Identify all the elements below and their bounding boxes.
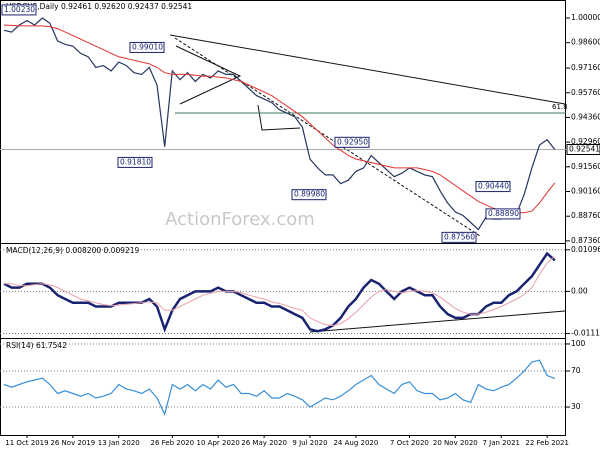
level-box	[291, 189, 327, 201]
y-tick-label: 0.95760	[571, 88, 600, 97]
level-box	[441, 231, 477, 243]
x-tick-label: 20 Nov 2020	[433, 439, 478, 447]
x-tick-label: 24 Aug 2020	[333, 439, 378, 447]
level-label: 0.91810	[120, 157, 151, 166]
y-tick-label: 100	[571, 339, 586, 348]
y-tick-label: 0.91560	[571, 162, 600, 171]
level-label: 0.88890	[488, 209, 519, 218]
fib-label: 61.8	[552, 103, 568, 111]
x-tick-label: 26 Feb 2020	[151, 439, 195, 447]
macd-trend-line	[309, 310, 566, 333]
y-tick-label: 0.88760	[571, 211, 600, 220]
y-tick-label: 0.87360	[571, 236, 600, 245]
y-tick-label: 30	[571, 402, 581, 411]
x-tick-label: 9 Jul 2020	[292, 439, 327, 447]
y-tick-label: 0.00	[571, 286, 588, 295]
level-label: 0.92950	[337, 137, 368, 146]
y-tick-label: 0.97160	[571, 63, 600, 72]
watermark: ActionForex.com	[165, 209, 315, 230]
frame	[0, 0, 566, 436]
level-box	[475, 181, 511, 193]
series-line	[3, 359, 556, 417]
rsi-title: RSI(14) 61.7542	[6, 341, 67, 350]
level-label: 0.87560	[444, 232, 475, 241]
series-line	[3, 24, 556, 214]
x-tick-label: 10 Apr 2020	[197, 439, 240, 447]
y-tick-label: 0.98600	[571, 38, 600, 47]
x-tick-label: 11 Oct 2019	[5, 439, 48, 447]
x-tick-label: 22 Feb 2021	[525, 439, 569, 447]
level-box	[129, 41, 165, 53]
y-tick-label: 70	[571, 366, 581, 375]
last-price-box	[566, 144, 600, 156]
price-title: USDCHF,Daily 0.92461 0.92620 0.92437 0.9…	[6, 2, 192, 11]
level-label: 1.00230	[4, 5, 35, 14]
level-label: 0.90440	[478, 182, 509, 191]
y-tick-label: 0.92960	[571, 137, 600, 146]
y-tick-label: 0.010967	[571, 245, 600, 254]
x-tick-label: 13 Jan 2020	[98, 439, 140, 447]
level-box	[334, 136, 370, 148]
x-tick-label: 7 Jan 2021	[482, 439, 520, 447]
level-box	[117, 156, 153, 168]
trend-line	[174, 37, 481, 237]
series-line	[3, 17, 556, 231]
x-tick-label: 26 Nov 2019	[50, 439, 95, 447]
series-line	[3, 251, 556, 333]
x-tick-label: 7 Oct 2020	[390, 439, 429, 447]
level-box	[485, 208, 521, 220]
level-label: 0.89980	[294, 190, 325, 199]
last-price-label: 0.92541	[569, 145, 600, 154]
y-tick-label: 0.94360	[571, 112, 600, 121]
y-tick-label: 1.00000	[571, 13, 600, 22]
y-tick-label: 0.90160	[571, 187, 600, 196]
triangle	[175, 45, 242, 105]
level-label: 0.99010	[132, 42, 163, 51]
y-tick-label: -0.011127	[571, 329, 600, 338]
level-box	[1, 4, 37, 16]
trend-line	[169, 34, 566, 105]
x-tick-label: 26 May 2020	[241, 439, 287, 447]
macd-title: MACD(12,26,9) 0.008200 0.009219	[6, 246, 140, 255]
series-line	[4, 256, 556, 327]
